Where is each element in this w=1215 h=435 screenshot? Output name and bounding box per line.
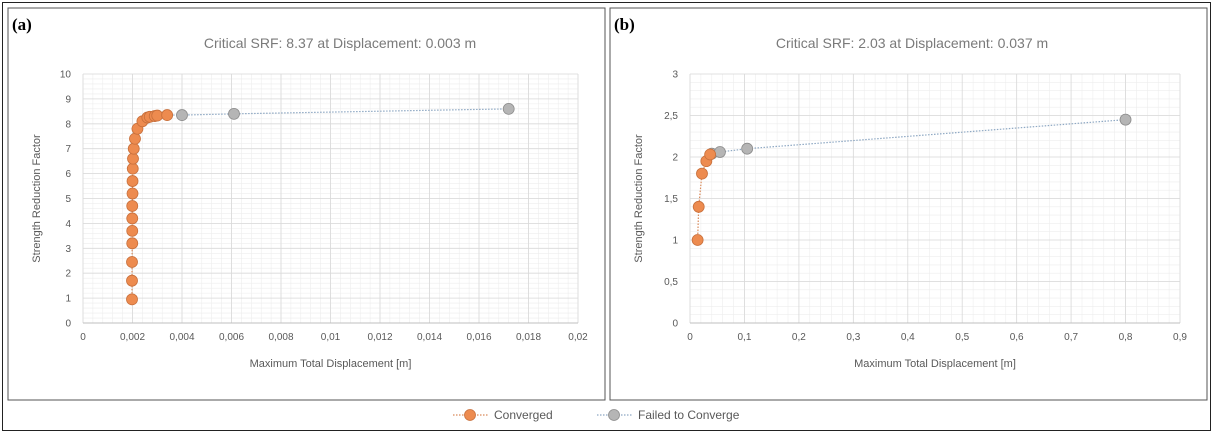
x-tick-label: 0,008 — [268, 332, 293, 343]
panel-a-frame — [7, 7, 606, 401]
x-tick-label: 0,006 — [219, 332, 244, 343]
y-tick-label: 0,5 — [664, 277, 678, 288]
converged-point — [127, 152, 139, 165]
y-tick-label: 10 — [60, 70, 72, 81]
x-tick-label: 0,018 — [516, 332, 541, 343]
y-tick-label: 1,5 — [664, 194, 678, 205]
converged-point — [126, 237, 139, 250]
x-tick-label: 0,4 — [901, 332, 915, 343]
x-tick-label: 0,002 — [120, 332, 145, 343]
failed-point — [176, 109, 188, 121]
converged-point — [691, 234, 704, 246]
legend-converged-marker — [464, 409, 476, 421]
y-tick-label: 3 — [672, 70, 678, 81]
legend-failed-label: Failed to Converge — [638, 408, 740, 422]
failed-point — [502, 102, 515, 115]
converged-point — [704, 148, 717, 161]
converged-point — [126, 200, 139, 212]
y-tick-label: 0 — [672, 319, 678, 330]
converged-point — [126, 187, 139, 200]
chart-title: Critical SRF: 8.37 at Displacement: 0.00… — [204, 35, 476, 51]
panel-b-frame — [609, 7, 1208, 401]
converged-point — [127, 142, 140, 155]
converged-point — [126, 212, 139, 225]
converged-point — [126, 162, 139, 175]
legend: Converged Failed to Converge — [453, 408, 740, 422]
failed-point — [714, 146, 726, 158]
chart-title: Critical SRF: 2.03 at Displacement: 0.03… — [776, 35, 1048, 51]
y-axis-label: Strength Reduction Factor — [633, 134, 645, 263]
x-tick-label: 0,014 — [417, 332, 442, 343]
legend-converged-label: Converged — [494, 408, 553, 422]
x-tick-label: 0,2 — [792, 332, 806, 343]
converged-point — [151, 109, 164, 122]
converged-point — [126, 175, 139, 187]
x-tick-label: 0,012 — [367, 332, 392, 343]
x-tick-label: 0,9 — [1173, 332, 1187, 343]
y-tick-label: 3 — [65, 244, 71, 255]
converged-point — [126, 274, 138, 287]
x-tick-label: 0,004 — [169, 332, 194, 343]
x-tick-label: 0 — [80, 332, 86, 343]
panel-label: (a) — [12, 15, 32, 34]
y-tick-label: 2 — [65, 269, 71, 280]
legend-failed-marker — [608, 409, 620, 421]
x-axis-label: Maximum Total Displacement [m] — [250, 358, 412, 370]
x-axis-label: Maximum Total Displacement [m] — [854, 358, 1016, 370]
y-tick-label: 4 — [65, 219, 71, 230]
x-tick-label: 0 — [687, 332, 693, 343]
y-tick-label: 6 — [65, 169, 71, 180]
y-tick-label: 8 — [65, 119, 71, 130]
converged-point — [161, 109, 174, 121]
y-tick-label: 0 — [65, 319, 71, 330]
x-tick-label: 0,3 — [846, 332, 860, 343]
y-tick-label: 1 — [65, 294, 71, 305]
x-tick-label: 0,01 — [321, 332, 341, 343]
converged-point — [126, 293, 138, 306]
x-tick-label: 0,016 — [466, 332, 491, 343]
converged-point — [126, 256, 138, 268]
x-tick-label: 0,7 — [1064, 332, 1078, 343]
series-failed-line — [167, 108, 509, 116]
y-tick-label: 7 — [65, 144, 71, 155]
y-tick-label: 2 — [672, 153, 678, 164]
converged-point — [126, 224, 139, 237]
failed-point — [741, 142, 754, 155]
x-tick-label: 0,02 — [568, 332, 588, 343]
y-axis-label: Strength Reduction Factor — [31, 134, 43, 263]
y-tick-label: 5 — [65, 194, 71, 205]
x-tick-label: 0,1 — [737, 332, 751, 343]
converged-point — [692, 200, 705, 213]
y-tick-label: 2,5 — [664, 111, 678, 122]
panel-a: (a) Critical SRF: 8.37 at Displacement: 0… — [12, 15, 588, 370]
failed-point — [1119, 113, 1132, 126]
failed-point — [228, 107, 240, 120]
converged-point — [129, 132, 141, 145]
y-tick-label: 1 — [672, 236, 678, 247]
x-tick-label: 0,6 — [1010, 332, 1024, 343]
converged-point — [696, 167, 708, 180]
panel-label: (b) — [614, 15, 635, 34]
x-tick-label: 0,5 — [955, 332, 969, 343]
panel-b: (b) Critical SRF: 2.03 at Displacement: 0… — [614, 15, 1187, 370]
x-tick-label: 0,8 — [1119, 332, 1133, 343]
y-tick-label: 9 — [65, 94, 71, 105]
